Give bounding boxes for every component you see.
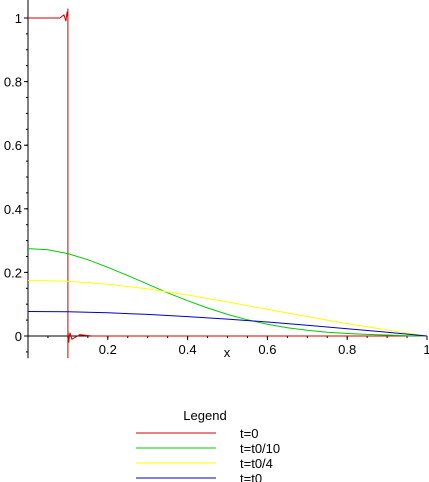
legend-label: t=0 (240, 426, 258, 441)
x-tick-label: 0.2 (99, 342, 117, 357)
y-tick-label: 0 (15, 329, 22, 344)
y-tick-label: 0.2 (4, 265, 22, 280)
legend-label: t=t0/10 (240, 441, 280, 456)
series-lines (27, 8, 428, 359)
series-line-4 (27, 311, 428, 337)
series-line-2 (27, 248, 428, 337)
ticks: 0.2 0.4 0.6 0.8 1 0 0.2 0.4 0.6 0.8 1 (4, 11, 429, 357)
y-tick-label: 0.6 (4, 138, 22, 153)
series-line-1 (28, 8, 427, 359)
y-tick-label: 1 (15, 11, 22, 26)
legend: Legend t=0t=t0/10t=t0/4t=t0 (136, 408, 280, 482)
series-line-3 (27, 279, 428, 337)
axes (27, 0, 427, 359)
x-tick-label: 0.6 (258, 342, 276, 357)
x-tick-label: 1 (423, 342, 429, 357)
legend-title: Legend (183, 408, 226, 423)
y-tick-label: 0.4 (4, 202, 22, 217)
x-axis-label: x (224, 345, 231, 360)
x-tick-label: 0.4 (179, 342, 197, 357)
legend-label: t=t0/4 (240, 456, 273, 471)
x-tick-label: 0.8 (338, 342, 356, 357)
y-tick-label: 0.8 (4, 75, 22, 90)
legend-items: t=0t=t0/10t=t0/4t=t0 (136, 426, 280, 482)
legend-label: t=t0 (240, 471, 262, 482)
